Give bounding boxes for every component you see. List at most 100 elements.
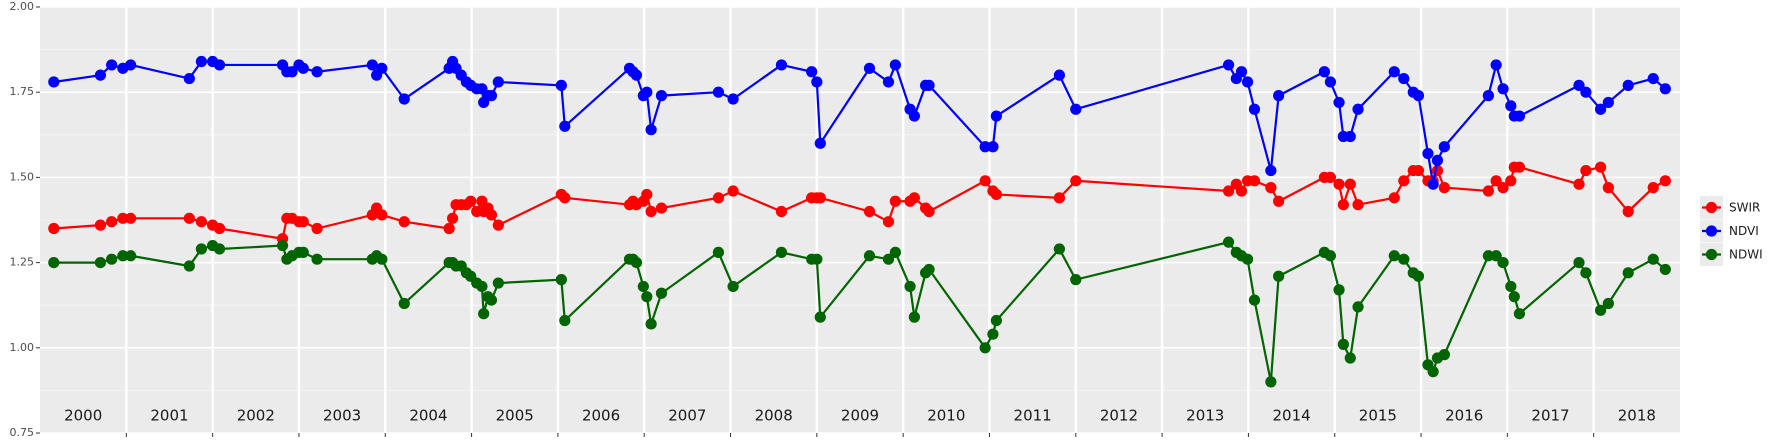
data-point — [1412, 164, 1425, 177]
data-point — [637, 280, 649, 293]
data-point — [882, 76, 895, 88]
data-point — [1490, 59, 1502, 71]
data-point — [1053, 243, 1065, 255]
data-point — [811, 253, 823, 265]
data-point — [1265, 182, 1277, 194]
data-point — [889, 195, 901, 207]
data-point — [1222, 236, 1235, 248]
data-point — [465, 195, 477, 207]
data-point — [106, 253, 118, 265]
data-point — [882, 216, 895, 228]
data-point — [1647, 72, 1659, 85]
data-point — [641, 291, 653, 303]
data-point — [366, 59, 378, 71]
data-point — [1602, 297, 1614, 310]
data-point — [1573, 257, 1585, 269]
data-point — [1070, 274, 1082, 286]
data-point — [923, 205, 935, 218]
data-point — [1412, 270, 1425, 282]
data-point — [376, 209, 388, 221]
data-point — [1273, 195, 1285, 207]
data-point — [1505, 175, 1517, 187]
data-point — [1482, 185, 1494, 197]
data-point — [195, 243, 208, 255]
data-point — [1273, 270, 1285, 282]
data-point — [1248, 103, 1261, 115]
data-point — [1352, 199, 1364, 211]
year-label: 2004 — [409, 407, 447, 425]
data-point — [1508, 291, 1520, 303]
year-label: 2013 — [1186, 407, 1224, 425]
data-point — [297, 216, 309, 228]
data-point — [1438, 182, 1450, 194]
data-point — [117, 250, 129, 262]
data-point — [1427, 178, 1439, 190]
year-label: 2018 — [1618, 407, 1656, 425]
data-point — [1513, 110, 1526, 122]
data-point — [645, 205, 657, 218]
data-point — [1659, 263, 1671, 276]
data-point — [1497, 83, 1509, 95]
data-point — [1265, 164, 1277, 177]
data-point — [117, 212, 129, 224]
data-point — [276, 239, 289, 252]
legend-label: NDWI — [1729, 248, 1763, 262]
data-point — [1622, 205, 1634, 218]
data-point — [286, 66, 298, 78]
data-point — [1388, 66, 1400, 78]
data-point — [1573, 178, 1585, 190]
year-label: 2011 — [1014, 407, 1052, 425]
data-point — [1482, 250, 1494, 262]
data-point — [1580, 164, 1592, 177]
y-tick-label: 1.75 — [10, 85, 35, 98]
data-point — [559, 120, 571, 132]
data-point — [923, 79, 935, 91]
data-point — [727, 185, 739, 197]
data-point — [1490, 250, 1502, 262]
data-point — [1333, 96, 1345, 109]
data-point — [1622, 79, 1634, 91]
data-point — [889, 246, 901, 258]
data-point — [1398, 175, 1410, 187]
data-point — [183, 72, 195, 85]
data-point — [1344, 178, 1356, 190]
data-point — [979, 141, 991, 153]
data-point — [1333, 178, 1345, 190]
data-point — [1324, 250, 1337, 262]
year-label: 2012 — [1100, 407, 1138, 425]
legend-point — [1705, 225, 1718, 237]
data-point — [106, 216, 118, 228]
year-label: 2006 — [582, 407, 620, 425]
data-point — [478, 308, 490, 320]
data-point — [476, 280, 488, 293]
data-point — [1602, 182, 1614, 194]
data-point — [1594, 304, 1607, 316]
data-point — [814, 192, 826, 204]
data-point — [1053, 69, 1065, 81]
data-point — [1431, 164, 1444, 177]
data-point — [1412, 90, 1425, 102]
data-point — [106, 59, 118, 71]
year-label: 2014 — [1272, 407, 1310, 425]
data-point — [398, 93, 410, 105]
data-point — [1659, 83, 1671, 95]
data-point — [1070, 175, 1082, 187]
data-point — [1422, 147, 1434, 160]
data-point — [655, 202, 668, 214]
data-point — [125, 250, 137, 262]
y-tick-label: 0.75 — [10, 426, 35, 439]
data-point — [213, 59, 226, 71]
data-point — [555, 79, 567, 91]
data-point — [492, 76, 504, 88]
data-point — [979, 175, 991, 187]
year-label: 2010 — [927, 407, 965, 425]
data-point — [727, 280, 739, 293]
data-point — [904, 280, 916, 293]
data-point — [655, 287, 668, 299]
data-point — [811, 76, 823, 88]
year-label: 2000 — [64, 407, 102, 425]
data-point — [1647, 253, 1659, 265]
data-point — [1398, 72, 1410, 85]
data-point — [48, 257, 60, 269]
